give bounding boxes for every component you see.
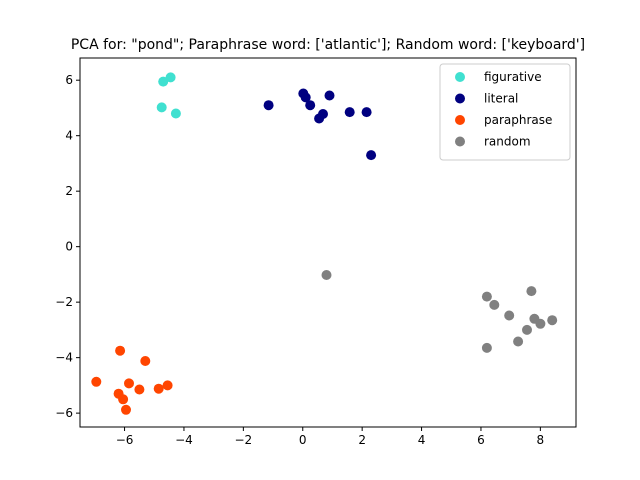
data-point-figurative: [165, 72, 176, 83]
y-tick-label: 4: [65, 129, 73, 143]
data-point-figurative: [156, 102, 167, 113]
y-tick-label: −6: [55, 406, 73, 420]
data-point-literal: [366, 150, 377, 161]
data-point-random: [504, 310, 515, 321]
x-tick-label: −6: [116, 433, 134, 447]
data-point-random: [535, 318, 546, 329]
axes-frame: [79, 57, 577, 428]
y-tick-label: 0: [65, 240, 73, 254]
chart-title: PCA for: "pond"; Paraphrase word: ['atla…: [71, 37, 585, 53]
x-tick-label: 2: [358, 433, 366, 447]
legend: figurative literal paraphrase random: [439, 63, 571, 161]
data-point-paraphrase: [121, 404, 131, 415]
legend-marker-figurative: [455, 72, 465, 82]
data-point-literal: [305, 100, 316, 111]
data-point-paraphrase: [162, 380, 173, 391]
data-point-paraphrase: [118, 394, 129, 405]
x-tick-label: −4: [175, 433, 193, 447]
data-point-figurative: [158, 76, 169, 87]
data-point-literal: [300, 92, 311, 103]
y-tick-label: −4: [55, 351, 73, 365]
data-point-paraphrase: [91, 376, 102, 387]
data-point-literal: [344, 107, 355, 118]
y-tick-label: −2: [55, 295, 73, 309]
data-point-paraphrase: [124, 378, 134, 389]
y-tick-label: 2: [65, 184, 73, 198]
data-point-random: [481, 291, 492, 302]
plot-area: −6 −4 −2 0 2 4 6 8 −6 −4 −2 0 2 4 6 figurative literal pa…: [55, 57, 577, 447]
legend-marker-paraphrase: [455, 115, 465, 125]
legend-marker-literal: [455, 93, 465, 104]
data-point-paraphrase: [134, 384, 145, 395]
legend-label-figurative: figurative: [484, 70, 542, 84]
data-point-random: [522, 324, 532, 335]
data-point-literal: [361, 107, 372, 118]
data-point-random: [547, 315, 558, 326]
data-point-literal: [263, 100, 274, 111]
x-tick-label: 8: [537, 433, 545, 447]
x-tick-label: 6: [477, 433, 485, 447]
legend-label-literal: literal: [484, 92, 518, 106]
data-point-random: [513, 336, 524, 347]
data-point-paraphrase: [153, 383, 164, 394]
data-point-random: [489, 299, 500, 310]
data-point-random: [321, 270, 332, 280]
data-point-paraphrase: [140, 356, 151, 366]
data-point-literal: [324, 90, 335, 101]
x-tick-label: 4: [418, 433, 426, 447]
legend-box: [439, 63, 571, 161]
data-point-random: [526, 286, 537, 297]
x-tick-label: −2: [235, 433, 253, 447]
data-point-paraphrase: [115, 345, 126, 356]
legend-label-random: random: [484, 135, 531, 149]
data-point-random: [481, 342, 492, 353]
y-tick-label: 6: [65, 73, 73, 87]
legend-label-paraphrase: paraphrase: [484, 113, 552, 127]
data-point-figurative: [170, 108, 181, 119]
x-tick-label: 0: [299, 433, 307, 447]
legend-marker-random: [455, 136, 465, 147]
data-point-literal: [318, 109, 328, 119]
